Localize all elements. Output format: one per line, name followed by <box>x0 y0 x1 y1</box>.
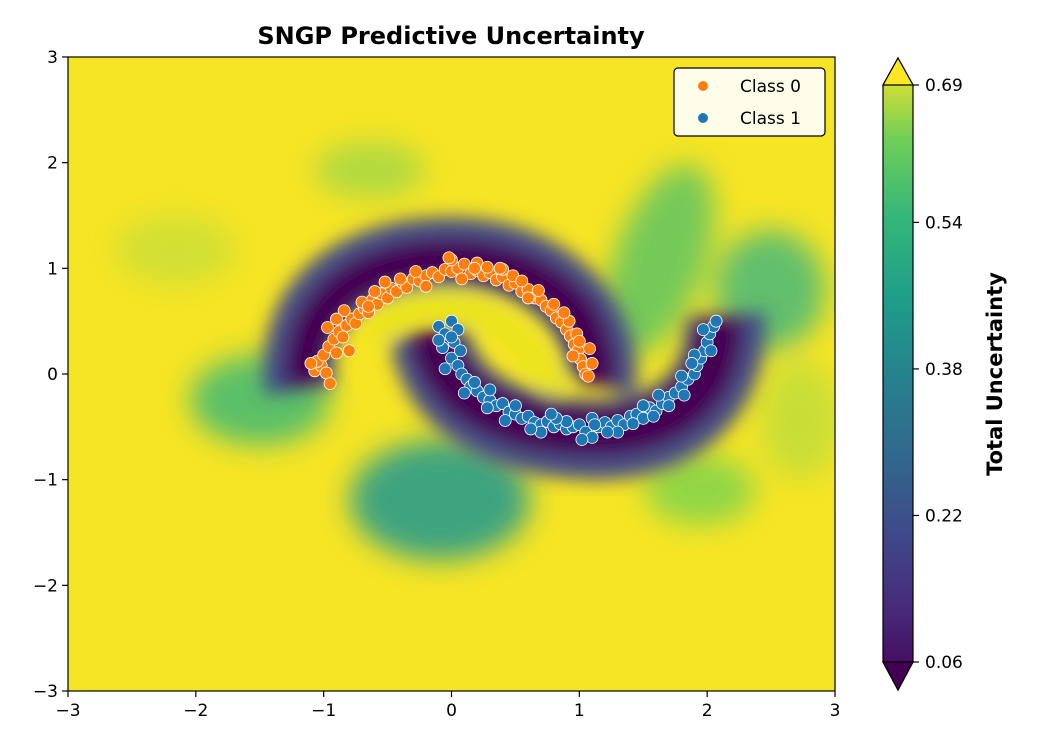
scatter-point-class-1 <box>524 422 538 436</box>
chart-title: SNGP Predictive Uncertainty <box>257 22 645 50</box>
scatter-point-class-0 <box>480 260 494 274</box>
scatter-point-class-1 <box>457 386 471 400</box>
scatter-point-class-0 <box>362 299 375 313</box>
x-tick-label: −1 <box>311 701 336 721</box>
x-tick-label: 2 <box>702 701 713 721</box>
scatter-point-class-0 <box>321 321 334 334</box>
scatter-point-class-1 <box>509 399 522 413</box>
scatter-point-class-1 <box>704 344 718 358</box>
colorbar-label: Total Uncertainty <box>983 272 1007 476</box>
legend-label-class-1: Class 1 <box>740 109 801 129</box>
scatter-point-class-1 <box>588 418 602 432</box>
scatter-point-class-0 <box>336 330 350 344</box>
legend-box <box>673 67 826 137</box>
y-tick-label: −2 <box>33 576 58 596</box>
scatter-point-class-0 <box>585 357 599 370</box>
scatter-point-class-0 <box>455 272 469 286</box>
colorbar-tick-label: 0.06 <box>925 653 963 673</box>
scatter-point-class-1 <box>626 417 640 431</box>
colorbar-ticks: 0.06 0.22 0.38 0.54 0.69 <box>913 76 963 673</box>
scatter-point-class-1 <box>445 330 458 344</box>
scatter-point-class-0 <box>442 251 456 265</box>
scatter-point-class-0 <box>337 304 351 318</box>
scatter-point-class-0 <box>393 272 407 286</box>
scatter-point-class-0 <box>521 291 535 305</box>
y-tick-label: 1 <box>47 259 58 279</box>
scatter-point-class-0 <box>400 280 414 294</box>
colorbar-tick-label: 0.69 <box>925 76 963 96</box>
x-tick-label: −2 <box>183 701 208 721</box>
scatter-point-class-0 <box>493 261 507 275</box>
colorbar-tick-label: 0.22 <box>925 506 963 526</box>
scatter-point-class-0 <box>378 275 392 289</box>
y-tick-label: −3 <box>33 682 58 702</box>
scatter-point-class-0 <box>368 285 382 298</box>
scatter-point-class-0 <box>342 344 356 358</box>
scatter-point-class-1 <box>575 433 589 446</box>
scatter-point-class-1 <box>454 344 467 358</box>
scatter-point-class-1 <box>432 333 446 347</box>
colorbar: 0.06 0.22 0.38 0.54 0.69 Total Uncertainty <box>881 56 1007 692</box>
scatter-point-class-0 <box>515 274 529 288</box>
scatter-point-class-1 <box>496 397 510 410</box>
y-tick-label: 2 <box>47 154 58 174</box>
scatter-point-class-0 <box>583 342 596 356</box>
scatter-point-class-0 <box>304 357 318 370</box>
scatter-point-class-0 <box>547 297 561 311</box>
scatter-point-class-1 <box>636 399 650 413</box>
x-tick-label: 0 <box>446 701 457 721</box>
scatter-point-class-1 <box>480 401 494 415</box>
scatter-point-class-1 <box>468 376 481 389</box>
scatter-point-class-1 <box>445 314 458 328</box>
uncertainty-heatmap <box>68 57 835 691</box>
scatter-point-class-0 <box>409 265 423 278</box>
scatter-point-class-0 <box>330 346 343 360</box>
scatter-point-class-1 <box>675 369 688 383</box>
scatter-point-class-0 <box>581 369 595 383</box>
scatter-points <box>304 251 723 446</box>
scatter-point-class-1 <box>544 407 558 421</box>
y-axis: −3 −2 −1 0 1 2 3 <box>33 48 68 702</box>
y-tick-label: 3 <box>47 48 58 68</box>
legend-label-class-0: Class 0 <box>740 77 801 97</box>
colorbar-tick-label: 0.38 <box>925 360 963 380</box>
legend-marker-class-0 <box>698 81 708 91</box>
scatter-point-class-1 <box>685 357 699 370</box>
scatter-point-class-0 <box>566 349 580 363</box>
scatter-point-class-0 <box>330 312 343 326</box>
scatter-point-class-1 <box>647 409 660 423</box>
x-tick-label: 1 <box>574 701 585 721</box>
y-tick-label: 0 <box>47 365 58 385</box>
scatter-point-class-1 <box>709 314 723 328</box>
legend: Class 0 Class 1 <box>673 67 826 137</box>
colorbar-tick-label: 0.54 <box>925 213 963 233</box>
scatter-point-class-0 <box>557 306 571 320</box>
legend-marker-class-1 <box>698 113 708 123</box>
scatter-point-class-0 <box>323 377 337 390</box>
scatter-point-class-1 <box>483 383 497 397</box>
scatter-point-class-0 <box>572 334 586 348</box>
scatter-point-class-1 <box>677 388 691 402</box>
scatter-point-class-0 <box>419 279 433 293</box>
scatter-point-class-1 <box>662 399 676 413</box>
scatter-point-class-1 <box>696 323 710 337</box>
scatter-point-class-1 <box>652 388 665 402</box>
scatter-point-class-1 <box>601 425 614 439</box>
x-axis: −3 −2 −1 0 1 2 3 <box>55 691 840 721</box>
scatter-point-class-0 <box>468 261 481 275</box>
scatter-point-class-1 <box>438 362 452 376</box>
scatter-point-class-0 <box>532 284 545 297</box>
colorbar-body <box>882 56 914 692</box>
scatter-point-class-1 <box>498 414 512 427</box>
x-tick-label: 3 <box>830 701 841 721</box>
y-tick-label: −1 <box>33 471 58 491</box>
x-tick-label: −3 <box>55 701 80 721</box>
